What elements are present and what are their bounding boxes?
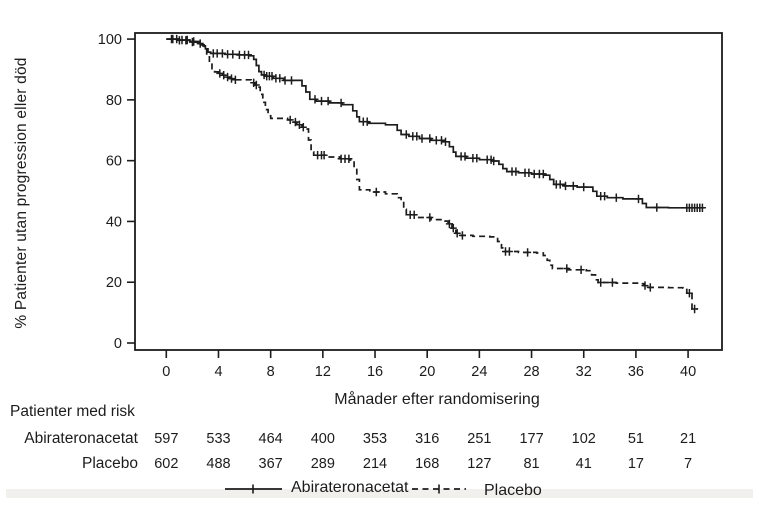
x-tick-label: 12 xyxy=(315,364,331,380)
risk-count: 289 xyxy=(311,456,335,472)
plot-box xyxy=(134,32,723,351)
risk-count: 214 xyxy=(363,456,387,472)
risk-row-label-abirateronacetat: Abirateronacetat xyxy=(24,430,138,447)
x-tick-label: 28 xyxy=(523,364,539,380)
x-tick-label: 4 xyxy=(214,364,222,380)
abirateronacetat-censor-marks xyxy=(168,34,706,212)
y-tick-label: 60 xyxy=(106,154,122,170)
risk-row-label-placebo: Placebo xyxy=(81,455,138,472)
risk-count: 41 xyxy=(576,456,592,472)
y-tick-label: 20 xyxy=(106,275,122,291)
risk-count: 464 xyxy=(259,431,283,447)
risk-count: 367 xyxy=(259,456,283,472)
risk-count: 251 xyxy=(467,431,491,447)
y-tick-label: 80 xyxy=(106,93,122,109)
risk-count: 7 xyxy=(684,456,692,472)
risk-count: 102 xyxy=(572,431,596,447)
risk-count: 81 xyxy=(523,456,539,472)
risk-count: 127 xyxy=(467,456,491,472)
x-tick-label: 36 xyxy=(628,364,644,380)
risk-count: 400 xyxy=(311,431,335,447)
risk-count: 533 xyxy=(206,431,230,447)
y-tick-label: 0 xyxy=(114,336,122,352)
risk-count: 316 xyxy=(415,431,439,447)
risk-count: 177 xyxy=(519,431,543,447)
risk-count: 353 xyxy=(363,431,387,447)
x-tick-label: 24 xyxy=(471,364,487,380)
bottom-strip xyxy=(6,489,753,498)
y-tick-label: 40 xyxy=(106,214,122,230)
risk-count: 597 xyxy=(154,431,178,447)
placebo-curve xyxy=(166,38,699,310)
x-axis-title: Månader efter randomisering xyxy=(334,391,540,408)
x-tick-label: 40 xyxy=(680,364,696,380)
placebo-censor-marks xyxy=(169,34,699,314)
risk-table-title: Patienter med risk xyxy=(10,403,135,420)
x-tick-label: 0 xyxy=(162,364,170,380)
y-tick-label: 100 xyxy=(98,32,122,48)
risk-count: 51 xyxy=(628,431,644,447)
risk-count: 488 xyxy=(206,456,230,472)
x-tick-label: 16 xyxy=(367,364,383,380)
legend-line-abirateronacetat-icon xyxy=(225,484,282,494)
legend-line-placebo-icon xyxy=(412,484,466,494)
risk-count: 21 xyxy=(680,431,696,447)
risk-count: 17 xyxy=(628,456,644,472)
risk-count: 168 xyxy=(415,456,439,472)
legend-label-abirateronacetat: Abirateronacetat xyxy=(291,479,409,496)
x-tick-label: 32 xyxy=(576,364,592,380)
x-tick-label: 8 xyxy=(267,364,275,380)
x-tick-label: 20 xyxy=(419,364,435,380)
y-axis-title: % Patienter utan progression eller död xyxy=(13,57,30,329)
abirateronacetat-curve xyxy=(166,38,704,209)
risk-count: 602 xyxy=(154,456,178,472)
legend-label-placebo: Placebo xyxy=(484,482,542,499)
